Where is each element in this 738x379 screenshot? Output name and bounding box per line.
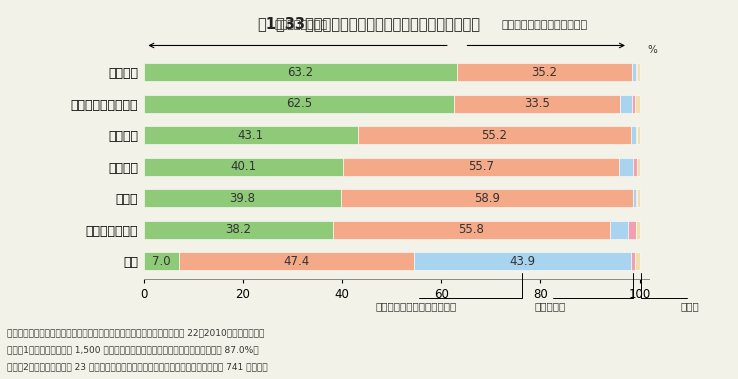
Text: 63.2: 63.2 (288, 66, 314, 79)
Text: 資料：農林水産省「食品及び農業・農村に関する意識・意向調査」（平成 22（2010）年４月公表）: 資料：農林水産省「食品及び農業・農村に関する意識・意向調査」（平成 22（201… (7, 328, 265, 337)
Bar (144, 63, 457, 81)
Text: どちらかといえば劣っている: どちらかといえば劣っている (376, 301, 457, 311)
Bar (610, 221, 628, 239)
Bar (454, 95, 620, 113)
Text: とても優れている: とても優れている (274, 20, 327, 30)
Bar (635, 126, 637, 144)
Text: 55.7: 55.7 (468, 160, 494, 173)
Bar (635, 252, 640, 270)
Text: 35.2: 35.2 (531, 66, 557, 79)
Text: 43.1: 43.1 (238, 129, 263, 142)
Text: 図1－33　輸入農産物と比較しての国産農産物の評価: 図1－33 輸入農産物と比較しての国産農産物の評価 (258, 16, 480, 31)
Bar (636, 221, 640, 239)
Text: 無回答: 無回答 (680, 301, 700, 311)
Bar (144, 252, 179, 270)
Bar (628, 221, 636, 239)
Bar (341, 189, 633, 207)
Bar (637, 158, 640, 176)
Text: 39.8: 39.8 (230, 192, 255, 205)
Text: 注：1）消費者モニター 1,500 人を対象として実施したアンケート調査（回収率 87.0%）: 注：1）消費者モニター 1,500 人を対象として実施したアンケート調査（回収率… (7, 345, 259, 354)
Bar (357, 126, 631, 144)
Bar (637, 189, 640, 207)
Text: 55.8: 55.8 (458, 223, 484, 236)
Bar (635, 189, 637, 207)
Bar (631, 252, 635, 270)
Bar (618, 158, 633, 176)
Bar (144, 158, 342, 176)
Bar (457, 63, 632, 81)
Bar (144, 189, 341, 207)
Bar (637, 63, 640, 81)
Bar (635, 95, 640, 113)
Text: 58.9: 58.9 (474, 192, 500, 205)
Text: 2）大都市部（東京 23 区、政令指定都市）及び都市部（県庁所在地等）の住民 741 人の結果: 2）大都市部（東京 23 区、政令指定都市）及び都市部（県庁所在地等）の住民 7… (7, 363, 268, 372)
Text: 7.0: 7.0 (152, 255, 170, 268)
Bar (635, 63, 637, 81)
Bar (632, 63, 635, 81)
Text: 38.2: 38.2 (226, 223, 252, 236)
Bar (413, 252, 631, 270)
Text: どちらかといえば優れている: どちらかといえば優れている (501, 20, 587, 30)
Bar (633, 189, 635, 207)
Text: 62.5: 62.5 (286, 97, 312, 110)
Bar (632, 95, 635, 113)
Bar (144, 221, 334, 239)
Bar (144, 95, 454, 113)
Text: %: % (647, 45, 657, 55)
Bar (631, 126, 635, 144)
Bar (620, 95, 632, 113)
Text: 劣っている: 劣っている (535, 301, 566, 311)
Text: 47.4: 47.4 (283, 255, 309, 268)
Text: 43.9: 43.9 (509, 255, 535, 268)
Text: 33.5: 33.5 (524, 97, 550, 110)
Bar (633, 158, 637, 176)
Bar (342, 158, 618, 176)
Bar (144, 126, 357, 144)
Text: 55.2: 55.2 (481, 129, 507, 142)
Bar (179, 252, 413, 270)
Bar (334, 221, 610, 239)
Bar (637, 126, 640, 144)
Text: 40.1: 40.1 (230, 160, 256, 173)
